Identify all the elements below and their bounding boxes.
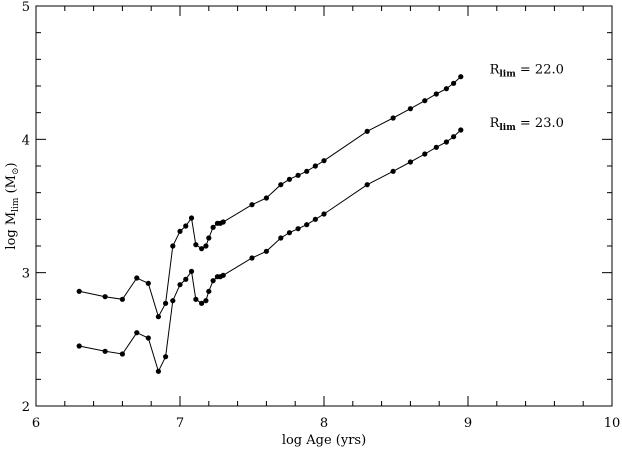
- data-point: [203, 298, 209, 304]
- y-axis-label: log Mlim (M⊙): [4, 162, 21, 249]
- data-point: [321, 158, 327, 164]
- data-point: [76, 343, 82, 349]
- data-point: [278, 235, 284, 241]
- data-point: [304, 222, 310, 228]
- data-point: [249, 255, 255, 261]
- data-point: [155, 314, 161, 320]
- y-axis-label-sub: lim: [11, 197, 21, 212]
- data-point: [312, 216, 318, 222]
- data-point: [390, 115, 396, 121]
- series-2: [76, 127, 464, 374]
- y-axis-label-unit-sub: ⊙: [11, 167, 21, 175]
- ticks: [35, 5, 613, 407]
- data-point: [102, 348, 108, 354]
- data-point: [170, 298, 176, 304]
- data-point: [145, 280, 151, 286]
- data-point: [210, 224, 216, 230]
- data-point: [295, 226, 301, 232]
- data-point: [458, 74, 464, 80]
- data-point: [145, 335, 151, 341]
- data-point: [443, 139, 449, 145]
- data-point: [170, 243, 176, 249]
- data-point: [433, 91, 439, 97]
- data-point: [422, 151, 428, 157]
- data-point: [210, 278, 216, 284]
- data-point: [407, 106, 413, 112]
- y-tick-label: 5: [22, 0, 30, 15]
- data-point: [422, 98, 428, 104]
- data-point: [163, 300, 169, 306]
- data-point: [188, 268, 195, 274]
- data-point: [443, 86, 449, 92]
- data-point: [199, 246, 205, 252]
- y-tick-label: 2: [22, 400, 30, 415]
- x-axis-label: log Age (yrs): [282, 433, 366, 448]
- data-point: [119, 351, 125, 357]
- data-point: [76, 288, 82, 294]
- data-point: [312, 163, 318, 169]
- data-point: [249, 202, 255, 208]
- y-tick-label: 4: [22, 133, 30, 148]
- data-point: [304, 168, 310, 174]
- data-point: [286, 230, 293, 236]
- data-point: [220, 272, 226, 278]
- y-axis-label-prefix: log M: [4, 212, 19, 250]
- data-point: [193, 296, 199, 302]
- y-axis-label-unit-close: ): [4, 162, 19, 167]
- data-point: [263, 195, 269, 201]
- x-tick-label: 8: [320, 416, 328, 431]
- series-line: [79, 76, 462, 318]
- data-point: [451, 134, 457, 140]
- series-annotation: Rlim = 22.0: [490, 63, 564, 80]
- x-tick-label: 9: [464, 416, 472, 431]
- data-point: [203, 243, 209, 249]
- data-point: [193, 242, 199, 248]
- data-point: [134, 330, 140, 336]
- series-annotation: Rlim = 23.0: [490, 116, 564, 133]
- data-point: [263, 248, 269, 254]
- data-point: [458, 127, 464, 133]
- y-tick-label: 3: [22, 267, 30, 282]
- series-1: [76, 74, 464, 320]
- tick-labels: 6 7 8 9 10 2 3 4 5: [22, 0, 621, 431]
- x-tick-label: 10: [604, 416, 621, 431]
- data-point: [206, 288, 212, 294]
- data-point: [102, 294, 108, 300]
- data-point: [433, 144, 439, 150]
- data-point: [134, 275, 140, 281]
- data-point: [364, 182, 370, 188]
- data-point: [295, 172, 301, 178]
- data-point: [177, 228, 183, 234]
- annotations: Rlim = 22.0 Rlim = 23.0: [490, 63, 564, 133]
- data-point: [321, 211, 327, 217]
- x-tick-label: 6: [32, 416, 40, 431]
- data-point: [206, 235, 212, 241]
- data-point: [199, 300, 205, 306]
- data-point: [188, 215, 195, 221]
- data-point: [278, 182, 284, 188]
- data-point: [364, 128, 370, 134]
- data-point: [177, 282, 183, 288]
- data-point: [286, 176, 293, 182]
- data-point: [407, 159, 413, 165]
- x-tick-label: 7: [176, 416, 184, 431]
- data-point: [451, 80, 457, 86]
- data-point: [183, 276, 189, 282]
- series-layer: [76, 74, 464, 374]
- data-point: [163, 354, 169, 360]
- data-point: [155, 368, 161, 374]
- data-point: [220, 219, 226, 225]
- data-point: [390, 168, 396, 174]
- data-point: [119, 296, 125, 302]
- data-point: [183, 223, 189, 229]
- y-axis-label-unit-open: (M: [4, 175, 19, 198]
